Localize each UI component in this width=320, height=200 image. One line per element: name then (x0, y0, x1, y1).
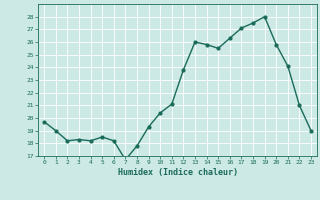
X-axis label: Humidex (Indice chaleur): Humidex (Indice chaleur) (118, 168, 238, 177)
